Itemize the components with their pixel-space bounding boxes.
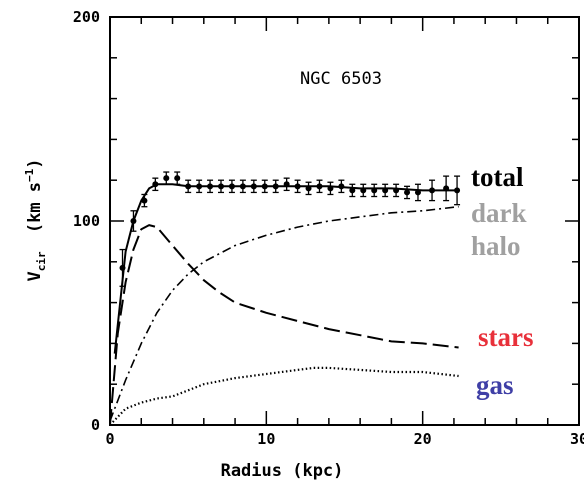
data-point [119,264,126,271]
chart-title: NGC 6503 [300,69,382,89]
data-point [163,175,170,182]
y-axis-units: (km s [25,182,45,233]
data-point [414,189,421,196]
data-point [371,187,378,194]
legend-gas: gas [476,370,514,400]
data-point [185,183,192,190]
data-point [429,187,436,194]
data-point [327,185,334,192]
axis-ticks [109,16,580,426]
curve-stars [109,224,459,426]
legend-dark-halo-line2: halo [471,231,521,261]
y-axis-subscript: cir [35,251,48,271]
data-point [207,183,214,190]
data-point [443,185,450,192]
data-point [404,189,411,196]
curve-dark-halo [109,205,459,422]
data-points [119,171,461,287]
axis-tick-labels: 0 10 20 30 0 100 200 [73,8,584,448]
y-axis-units-close: ) [25,158,45,168]
data-point [272,183,279,190]
x-tick-label: 10 [257,430,275,448]
data-point [174,175,181,182]
data-point [130,218,137,224]
legend-stars: stars [478,322,534,352]
y-axis-symbol: V [25,271,45,281]
y-tick-label: 100 [73,212,100,230]
x-tick-label: 0 [105,430,114,448]
legend-total: total [471,162,524,192]
data-point [217,183,224,190]
model-curves [109,183,459,426]
data-point [393,187,400,194]
data-point [141,197,148,204]
data-point [261,183,268,190]
data-point [152,181,159,188]
x-axis-title: Radius (kpc) [221,461,344,481]
data-point [283,181,290,188]
data-point [360,187,367,194]
data-point [382,187,389,194]
data-point [196,183,203,190]
y-tick-label: 200 [73,8,100,26]
y-axis-title: Vcir (km s−1) [23,158,48,281]
data-point [228,183,235,190]
x-tick-label: 30 [570,430,584,448]
data-point [338,183,345,190]
x-tick-label: 20 [414,430,432,448]
legend: total dark halo stars gas [471,162,534,400]
data-point [250,183,257,190]
data-point [239,183,246,190]
curve-total [113,183,459,354]
curve-gas [109,366,459,426]
y-axis-units-exponent: −1 [23,168,36,182]
data-point [316,183,323,190]
data-point [294,183,301,190]
data-point [349,187,356,194]
legend-dark-halo-line1: dark [471,198,527,228]
data-point [454,187,461,194]
data-point [305,185,312,192]
y-tick-label: 0 [91,416,100,434]
